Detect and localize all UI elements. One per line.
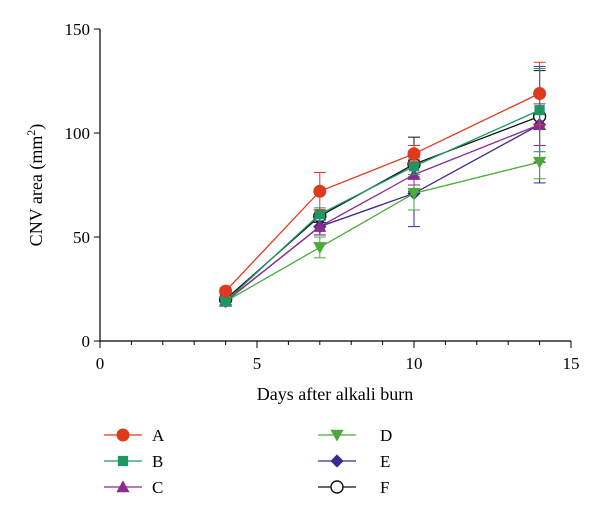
y-tick-label: 50: [73, 228, 90, 247]
x-tick-label: 0: [96, 354, 105, 373]
legend-item-D: D: [318, 426, 392, 445]
legend-marker: [330, 429, 344, 442]
y-tick-label: 100: [65, 124, 91, 143]
legend-label: C: [152, 478, 163, 497]
data-point: [313, 242, 327, 254]
data-point: [314, 209, 325, 220]
legend-marker: [116, 480, 130, 493]
data-point: [313, 184, 327, 198]
data-point: [408, 161, 420, 172]
x-tick-label: 10: [406, 354, 423, 373]
y-axis-title: CNV area (mm2): [24, 124, 47, 247]
data-point: [407, 188, 421, 200]
legend-item-C: C: [104, 478, 163, 497]
data-point: [313, 220, 327, 232]
y-tick-label: 150: [65, 20, 91, 39]
data-point: [220, 296, 231, 307]
series-E: [219, 65, 547, 309]
series-C: [219, 103, 547, 307]
y-axis-title-main: CNV area (mm: [26, 136, 47, 247]
legend-marker: [330, 454, 344, 468]
x-axis-title: Days after alkali burn: [257, 384, 413, 404]
legend-label: F: [380, 478, 389, 497]
legend-marker: [116, 428, 130, 442]
series-A: [219, 61, 547, 298]
axes: [99, 29, 571, 342]
series-D: [219, 144, 547, 309]
data-point: [407, 147, 421, 161]
data-point: [533, 86, 547, 100]
legend-item-E: E: [318, 452, 390, 471]
legend-label: E: [380, 452, 390, 471]
series-F: [218, 70, 547, 307]
series-line: [225, 92, 540, 292]
legend-marker: [117, 455, 129, 467]
series-line: [225, 124, 540, 302]
legend: ABC DEF: [104, 426, 392, 497]
x-tick-label: 15: [563, 354, 580, 373]
legend-label: A: [152, 426, 165, 445]
ticks: 0 50 100 150 0 5 10 15: [65, 20, 580, 373]
legend-label: D: [380, 426, 392, 445]
series-line: [225, 161, 540, 303]
x-tick-label: 5: [253, 354, 262, 373]
legend-item-B: B: [104, 452, 163, 471]
legend-item-F: F: [318, 478, 389, 497]
legend-marker: [330, 480, 344, 494]
legend-item-A: A: [104, 426, 165, 445]
y-axis-title-end: ): [26, 124, 47, 130]
series-line: [225, 109, 540, 302]
legend-label: B: [152, 452, 163, 471]
data-point: [533, 156, 547, 169]
data-point: [219, 284, 233, 298]
series-B: [219, 68, 546, 307]
plot-area: [218, 61, 547, 309]
y-tick-label: 0: [82, 332, 91, 351]
y-axis-title-sup: 2: [24, 130, 38, 136]
